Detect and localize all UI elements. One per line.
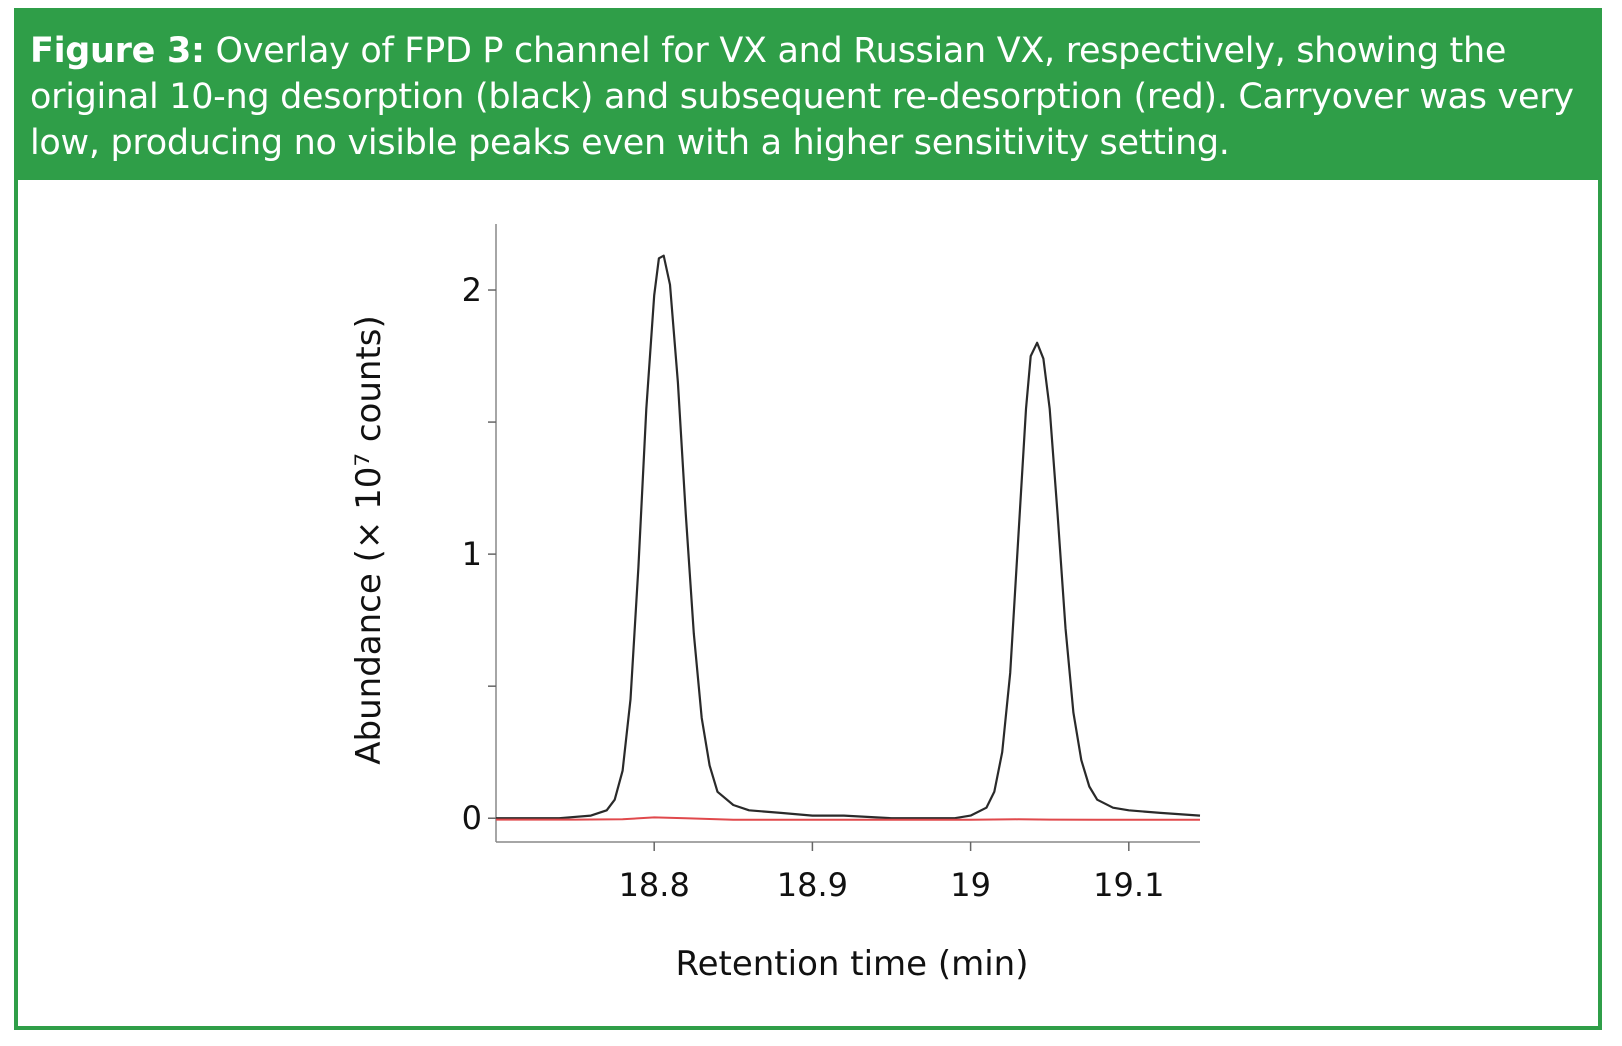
x-ticks: 18.8 18.9 19 19.1 xyxy=(619,842,1164,904)
y-tick-label-2: 1 xyxy=(462,535,482,573)
x-axis-label: Retention time (min) xyxy=(675,944,1028,984)
y-ticks: 0 1 2 xyxy=(462,271,496,837)
series-layer xyxy=(496,254,1201,821)
original-desorption-trace xyxy=(496,254,1201,820)
y-tick-label-4: 2 xyxy=(462,271,482,309)
y-tick-label-0: 0 xyxy=(462,799,482,837)
figure-panel: Figure 3: Overlay of FPD P channel for V… xyxy=(14,8,1602,1030)
caption-bar: Figure 3: Overlay of FPD P channel for V… xyxy=(18,12,1598,180)
x-tick-label-1: 18.9 xyxy=(777,866,848,904)
x-tick-label-2: 19 xyxy=(950,866,991,904)
figure-label: Figure 3: xyxy=(30,31,205,71)
x-tick-label-3: 19.1 xyxy=(1093,866,1164,904)
redesorption-trace xyxy=(496,816,1200,821)
figure-caption: Overlay of FPD P channel for VX and Russ… xyxy=(30,31,1574,163)
axes xyxy=(495,224,1200,843)
y-axis-label: Abundance (× 10⁷ counts) xyxy=(349,315,389,765)
x-tick-label-0: 18.8 xyxy=(619,866,690,904)
